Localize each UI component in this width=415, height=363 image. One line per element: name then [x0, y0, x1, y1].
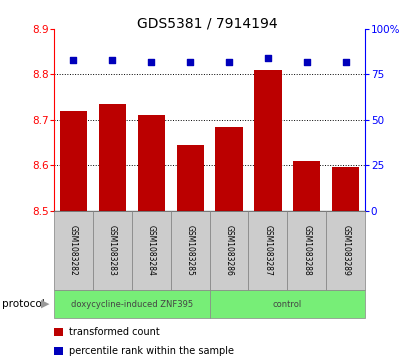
Text: transformed count: transformed count — [69, 327, 160, 337]
Bar — [215, 127, 243, 211]
Point — [265, 55, 271, 61]
Text: GSM1083288: GSM1083288 — [303, 225, 311, 276]
Bar — [60, 111, 87, 211]
Point — [70, 57, 77, 63]
Text: GSM1083285: GSM1083285 — [186, 225, 195, 276]
Point — [109, 57, 116, 63]
Point — [303, 59, 310, 65]
Text: GSM1083284: GSM1083284 — [147, 225, 156, 276]
Text: GSM1083286: GSM1083286 — [225, 225, 234, 276]
Text: control: control — [273, 299, 302, 309]
Point — [342, 59, 349, 65]
Point — [148, 59, 154, 65]
Text: GSM1083287: GSM1083287 — [264, 225, 272, 276]
Bar — [138, 115, 165, 211]
Text: percentile rank within the sample: percentile rank within the sample — [69, 346, 234, 356]
Text: GSM1083289: GSM1083289 — [341, 225, 350, 276]
Text: GDS5381 / 7914194: GDS5381 / 7914194 — [137, 16, 278, 30]
Bar — [332, 167, 359, 211]
Bar — [254, 70, 281, 211]
Bar — [99, 104, 126, 211]
Text: doxycycline-induced ZNF395: doxycycline-induced ZNF395 — [71, 299, 193, 309]
Text: protocol: protocol — [2, 299, 45, 309]
Bar — [176, 145, 204, 211]
Text: GSM1083282: GSM1083282 — [69, 225, 78, 276]
Text: ▶: ▶ — [41, 299, 49, 309]
Point — [187, 59, 193, 65]
Text: GSM1083283: GSM1083283 — [108, 225, 117, 276]
Bar — [293, 161, 320, 211]
Point — [226, 59, 232, 65]
